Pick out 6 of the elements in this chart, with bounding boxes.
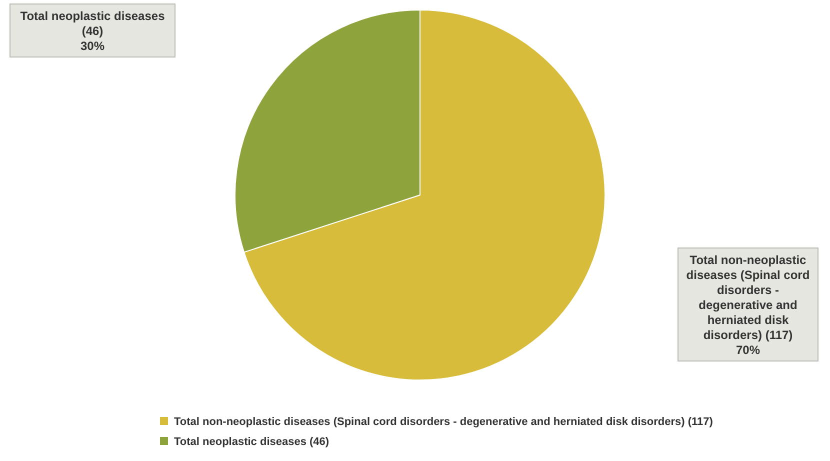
slice-label: Total neoplastic diseases (46) <box>20 9 166 38</box>
legend-label: Total neoplastic diseases (46) <box>174 436 330 448</box>
legend-label: Total non-neoplastic diseases (Spinal cord disorders - degenerative and herniated disk disorders) (117) <box>174 416 714 428</box>
data-label: 70% <box>736 343 760 357</box>
slice-label: Total non-neoplastic diseases (Spinal cord disorders - degenerative and herniated disk disorders) (117) <box>686 253 810 342</box>
data-label: 30% <box>80 39 105 53</box>
